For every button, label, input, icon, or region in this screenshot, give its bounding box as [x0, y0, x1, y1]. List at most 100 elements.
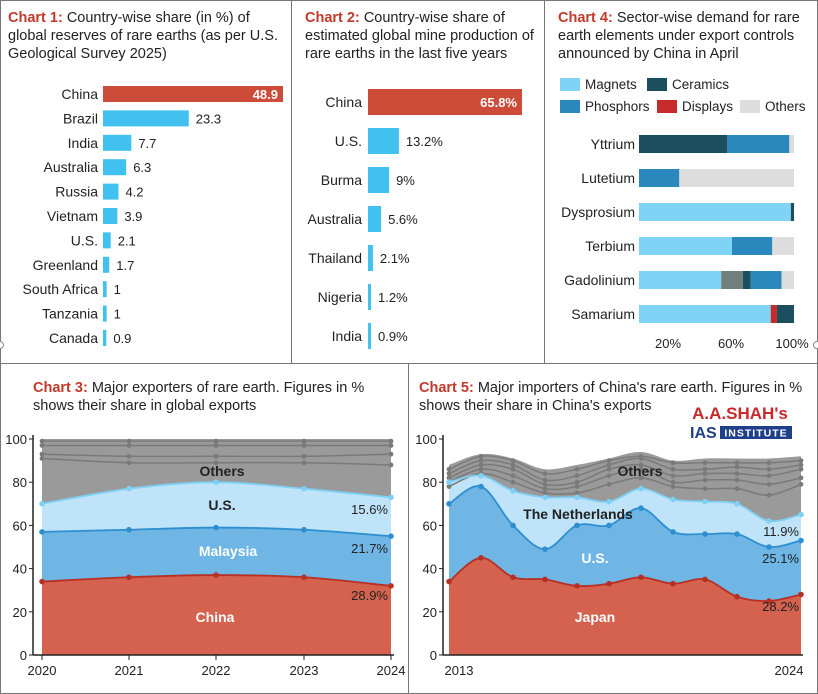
chart5-others-point	[574, 466, 580, 472]
chart5-series-label-us: U.S.	[581, 550, 608, 566]
chart5-others-point	[638, 466, 644, 472]
chart2-value-label: 65.8%	[480, 95, 517, 110]
chart5-others-point	[606, 473, 612, 479]
chart1-bar	[103, 110, 189, 127]
chart1-category-label: Canada	[49, 330, 98, 346]
chart3-area-china	[42, 575, 391, 655]
divider-chart3-chart5	[408, 363, 409, 693]
chart5-others-point	[606, 458, 612, 463]
chart5-title-text: Major importers of China's rare earth. F…	[419, 380, 803, 414]
divider-top-bottom	[1, 363, 817, 364]
chart3-series-point	[213, 524, 219, 531]
chart5-others-point	[542, 471, 548, 476]
chart1-title-text: Country-wise share (in %) of global rese…	[8, 10, 278, 62]
chart1-bar	[103, 208, 118, 224]
chart3-others-point	[301, 460, 307, 466]
chart5-others-point	[542, 490, 548, 496]
chart5-series-point	[606, 522, 612, 529]
chart3-title: Chart 3: Major exporters of rare earth. …	[33, 379, 393, 415]
chart3-others-point	[301, 438, 307, 444]
chart5-series-point	[510, 574, 516, 581]
chart5-others-point	[670, 466, 676, 472]
chart5-others-point	[606, 481, 612, 487]
chart3-end-label: 28.9%	[351, 588, 388, 603]
chart1-bar	[103, 86, 283, 102]
chart5-others-point	[670, 484, 676, 489]
chart1-value-label: 48.9	[253, 87, 278, 102]
chart2-title-text: Country-wise share of estimated global m…	[305, 10, 534, 62]
chart5-y-tick-label: 20	[423, 605, 437, 620]
chart3-others-point	[301, 443, 307, 448]
chart3-title-text: Major exporters of rare earth. Figures i…	[33, 380, 365, 414]
chart5-series-point	[638, 485, 644, 492]
chart5-series-point	[638, 505, 644, 511]
chart5-others-point	[734, 486, 740, 492]
chart2-value-label: 13.2%	[406, 134, 443, 149]
chart1-value-label: 1.7	[116, 258, 134, 273]
chart5-others-point	[446, 484, 452, 489]
chart5-others-point	[510, 466, 516, 472]
chart3-series-point	[126, 485, 132, 492]
chart5-series-point	[606, 498, 612, 505]
chart5-series-point	[734, 501, 740, 507]
chart5-series-point	[606, 580, 612, 587]
chart3-series-label-others: Others	[199, 463, 244, 479]
chart5-others-point	[638, 475, 644, 481]
chart4-legend-label: Magnets	[585, 77, 637, 92]
chart2-label: Chart 2:	[305, 10, 360, 26]
chart2-value-label: 0.9%	[378, 329, 408, 344]
chart5-series-point	[446, 501, 452, 507]
chart5-series-point	[574, 522, 580, 529]
chart4-label: Chart 4:	[558, 10, 613, 26]
chart2-bar	[368, 89, 522, 115]
chart5-others-point	[510, 458, 516, 463]
chart4-bar-segment	[639, 135, 728, 153]
chart4-legend-swatch	[560, 78, 580, 91]
chart4-x-tick-label: 20%	[655, 336, 681, 351]
chart4-legend-label: Displays	[682, 99, 733, 114]
chart3-others-point	[39, 443, 45, 448]
chart1-category-label: India	[68, 135, 99, 151]
chart3-series-point	[388, 583, 394, 589]
chart1-value-label: 23.3	[196, 111, 221, 126]
chart4-category-label: Gadolinium	[564, 272, 635, 288]
chart2-bar	[368, 128, 399, 154]
chart2-value-label: 9%	[396, 173, 415, 188]
chart5-others-point	[702, 460, 708, 466]
chart5-series-line	[448, 556, 802, 602]
chart3-series-label-china: China	[196, 609, 235, 625]
chart4-title-text: Sector-wise demand for rare earth elemen…	[558, 10, 800, 62]
chart5-others-point	[542, 477, 548, 483]
chart5-y-tick-label: 60	[423, 518, 437, 533]
divider-chart1-chart2	[291, 1, 292, 363]
chart3-others-point	[388, 443, 394, 448]
chart1-category-label: Vietnam	[47, 208, 98, 224]
chart5-others-point	[734, 464, 740, 470]
chart5-series-point	[574, 583, 580, 589]
chart3-others-point	[388, 438, 394, 444]
chart1-category-label: South Africa	[23, 281, 99, 297]
chart5-others-line	[448, 457, 802, 482]
chart5-others-point	[798, 462, 804, 468]
chart1-value-label: 7.7	[138, 136, 156, 151]
chart2-category-label: China	[325, 94, 362, 110]
chart1-title: Chart 1: Country-wise share (in %) of gl…	[8, 9, 288, 63]
chart3-series-point	[126, 526, 132, 533]
chart5-others-point	[702, 471, 708, 476]
chart1-bar	[103, 305, 107, 322]
chart5-series-point	[798, 537, 804, 544]
chart5-others-point	[638, 456, 644, 461]
chart4-bar-segment	[639, 271, 722, 289]
chart5-series-point	[798, 511, 804, 518]
chart5-title: Chart 5: Major importers of China's rare…	[419, 379, 804, 415]
chart3-others-point	[213, 453, 219, 459]
chart4-legend-swatch	[560, 100, 580, 113]
chart5-x-tick-label: 2024	[775, 663, 804, 678]
chart5-others-point	[670, 479, 676, 485]
chart5-series-point	[542, 494, 548, 501]
chart5-others-point	[670, 473, 676, 479]
chart2-category-label: India	[332, 328, 363, 344]
chart5-series-point	[478, 483, 484, 490]
chart1-value-label: 1	[114, 307, 121, 322]
